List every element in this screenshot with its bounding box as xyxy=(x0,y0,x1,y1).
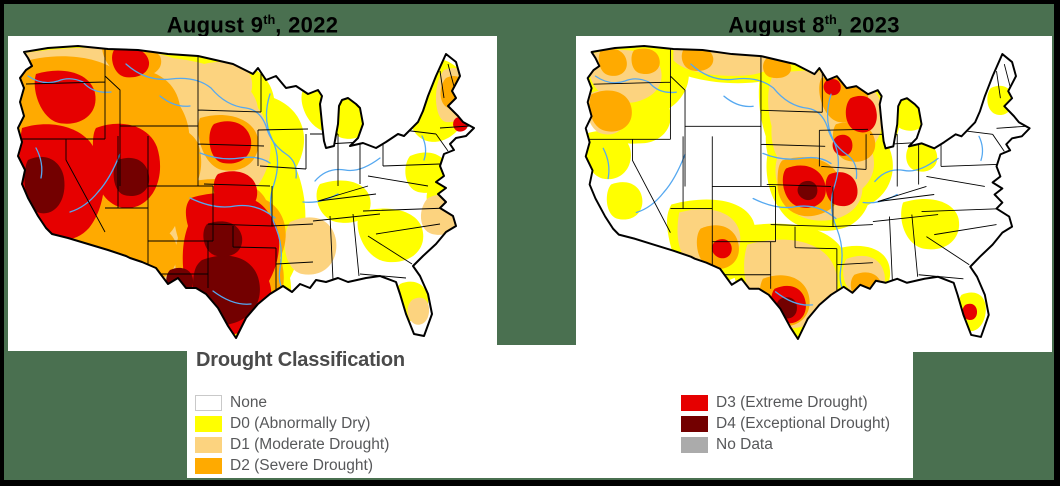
left-title-ordinal: th xyxy=(263,12,276,27)
river-line xyxy=(723,95,754,108)
drought-region-d1 xyxy=(407,297,430,325)
legend-swatch-nodata xyxy=(681,436,708,453)
river-line xyxy=(602,147,610,180)
drought-region-d1 xyxy=(198,61,253,107)
legend-label-d1: D1 (Moderate Drought) xyxy=(230,435,390,453)
drought-region-d3 xyxy=(711,239,732,259)
legend-label-d0: D0 (Abnormally Dry) xyxy=(230,414,371,432)
map-panel-2023 xyxy=(576,36,1052,352)
drought-region-d3 xyxy=(34,70,96,124)
drought-region-d3 xyxy=(823,78,841,96)
river-line xyxy=(690,63,858,180)
river-line xyxy=(125,63,297,179)
legend-item-nodata: No Data xyxy=(681,434,890,455)
drought-region-d2 xyxy=(631,48,660,74)
river-line xyxy=(594,75,677,94)
legend-item-d4: D4 (Exceptional Drought) xyxy=(681,413,890,434)
drought-region-d3 xyxy=(112,47,150,78)
legend-label-d4: D4 (Exceptional Drought) xyxy=(716,414,891,432)
river-line xyxy=(199,152,271,164)
river-line xyxy=(635,153,686,214)
drought-region-d2 xyxy=(598,48,627,76)
legend-swatch-d1 xyxy=(195,436,222,453)
map-panel-2022 xyxy=(8,36,497,351)
state-borders xyxy=(587,49,1026,293)
legend-swatch-d3 xyxy=(681,394,708,411)
legend-title: Drought Classification xyxy=(196,349,405,371)
drought-region-d0 xyxy=(316,180,371,223)
drought-region-d3 xyxy=(825,172,858,207)
drought-region-d4 xyxy=(24,156,65,214)
left-map-title: August 9th, 2022 xyxy=(8,5,497,38)
river-line xyxy=(69,153,121,213)
legend-label-d3: D3 (Extreme Drought) xyxy=(716,393,868,411)
river-line xyxy=(27,75,112,93)
right-title-year: , 2023 xyxy=(836,12,900,38)
legend-item-d2: D2 (Severe Drought) xyxy=(195,455,389,476)
legend-swatch-d2 xyxy=(195,457,222,474)
river-line xyxy=(35,147,43,179)
drought-region-d1 xyxy=(420,194,461,235)
us-drought-map-2023 xyxy=(584,45,1031,340)
river-line xyxy=(762,152,832,165)
river-line xyxy=(826,93,850,300)
legend-item-d0: D0 (Abnormally Dry) xyxy=(195,413,389,434)
river-line xyxy=(421,135,427,161)
right-map-title: August 8th, 2023 xyxy=(576,5,1052,38)
river-line xyxy=(874,157,939,183)
drought-region-d0 xyxy=(901,199,960,250)
legend-label-d2: D2 (Severe Drought) xyxy=(230,456,374,474)
legend-column-none-d0-d1-d2: None D0 (Abnormally Dry) D1 (Moderate Drou… xyxy=(195,392,389,476)
drought-region-d0 xyxy=(606,182,643,220)
legend-column-d3-d4-nodata: D3 (Extreme Drought) D4 (Exceptional Drou… xyxy=(681,392,890,455)
us-outline xyxy=(584,45,1031,340)
river-line xyxy=(752,197,837,220)
legend-item-d3: D3 (Extreme Drought) xyxy=(681,392,890,413)
legend-item-none: None xyxy=(195,392,389,413)
drought-region-d3 xyxy=(845,95,877,133)
state-borders xyxy=(20,49,471,292)
legend-swatch-none xyxy=(195,394,222,411)
river-line xyxy=(314,157,381,182)
us-outline xyxy=(17,45,475,339)
legend-label-nodata: No Data xyxy=(716,435,773,453)
river-line xyxy=(189,197,276,219)
legend-swatch-d0 xyxy=(195,415,222,432)
drought-region-d3 xyxy=(962,303,978,321)
river-line xyxy=(159,95,191,107)
drought-region-d3 xyxy=(209,121,252,164)
us-drought-map-2022 xyxy=(17,45,475,339)
drought-region-d2 xyxy=(681,46,714,71)
legend-panel: Drought Classification None D0 (Abnormall… xyxy=(187,345,913,478)
drought-region-d0 xyxy=(585,130,631,180)
legend-swatch-d4 xyxy=(681,415,708,432)
left-title-date: August 9 xyxy=(166,12,264,38)
river-line xyxy=(265,93,289,299)
legend-label-none: None xyxy=(230,393,268,411)
drought-region-d1 xyxy=(284,217,337,275)
drought-region-d2 xyxy=(589,90,632,132)
right-title-date: August 8 xyxy=(728,12,825,38)
river-line xyxy=(978,135,984,162)
river-line xyxy=(774,291,814,306)
drought-region-d0 xyxy=(357,208,424,263)
river-line xyxy=(212,290,252,305)
left-title-year: , 2022 xyxy=(275,12,339,38)
drought-region-d3 xyxy=(213,171,258,212)
right-title-ordinal: th xyxy=(824,12,837,27)
legend-item-d1: D1 (Moderate Drought) xyxy=(195,434,389,455)
drought-region-d4 xyxy=(113,157,150,197)
